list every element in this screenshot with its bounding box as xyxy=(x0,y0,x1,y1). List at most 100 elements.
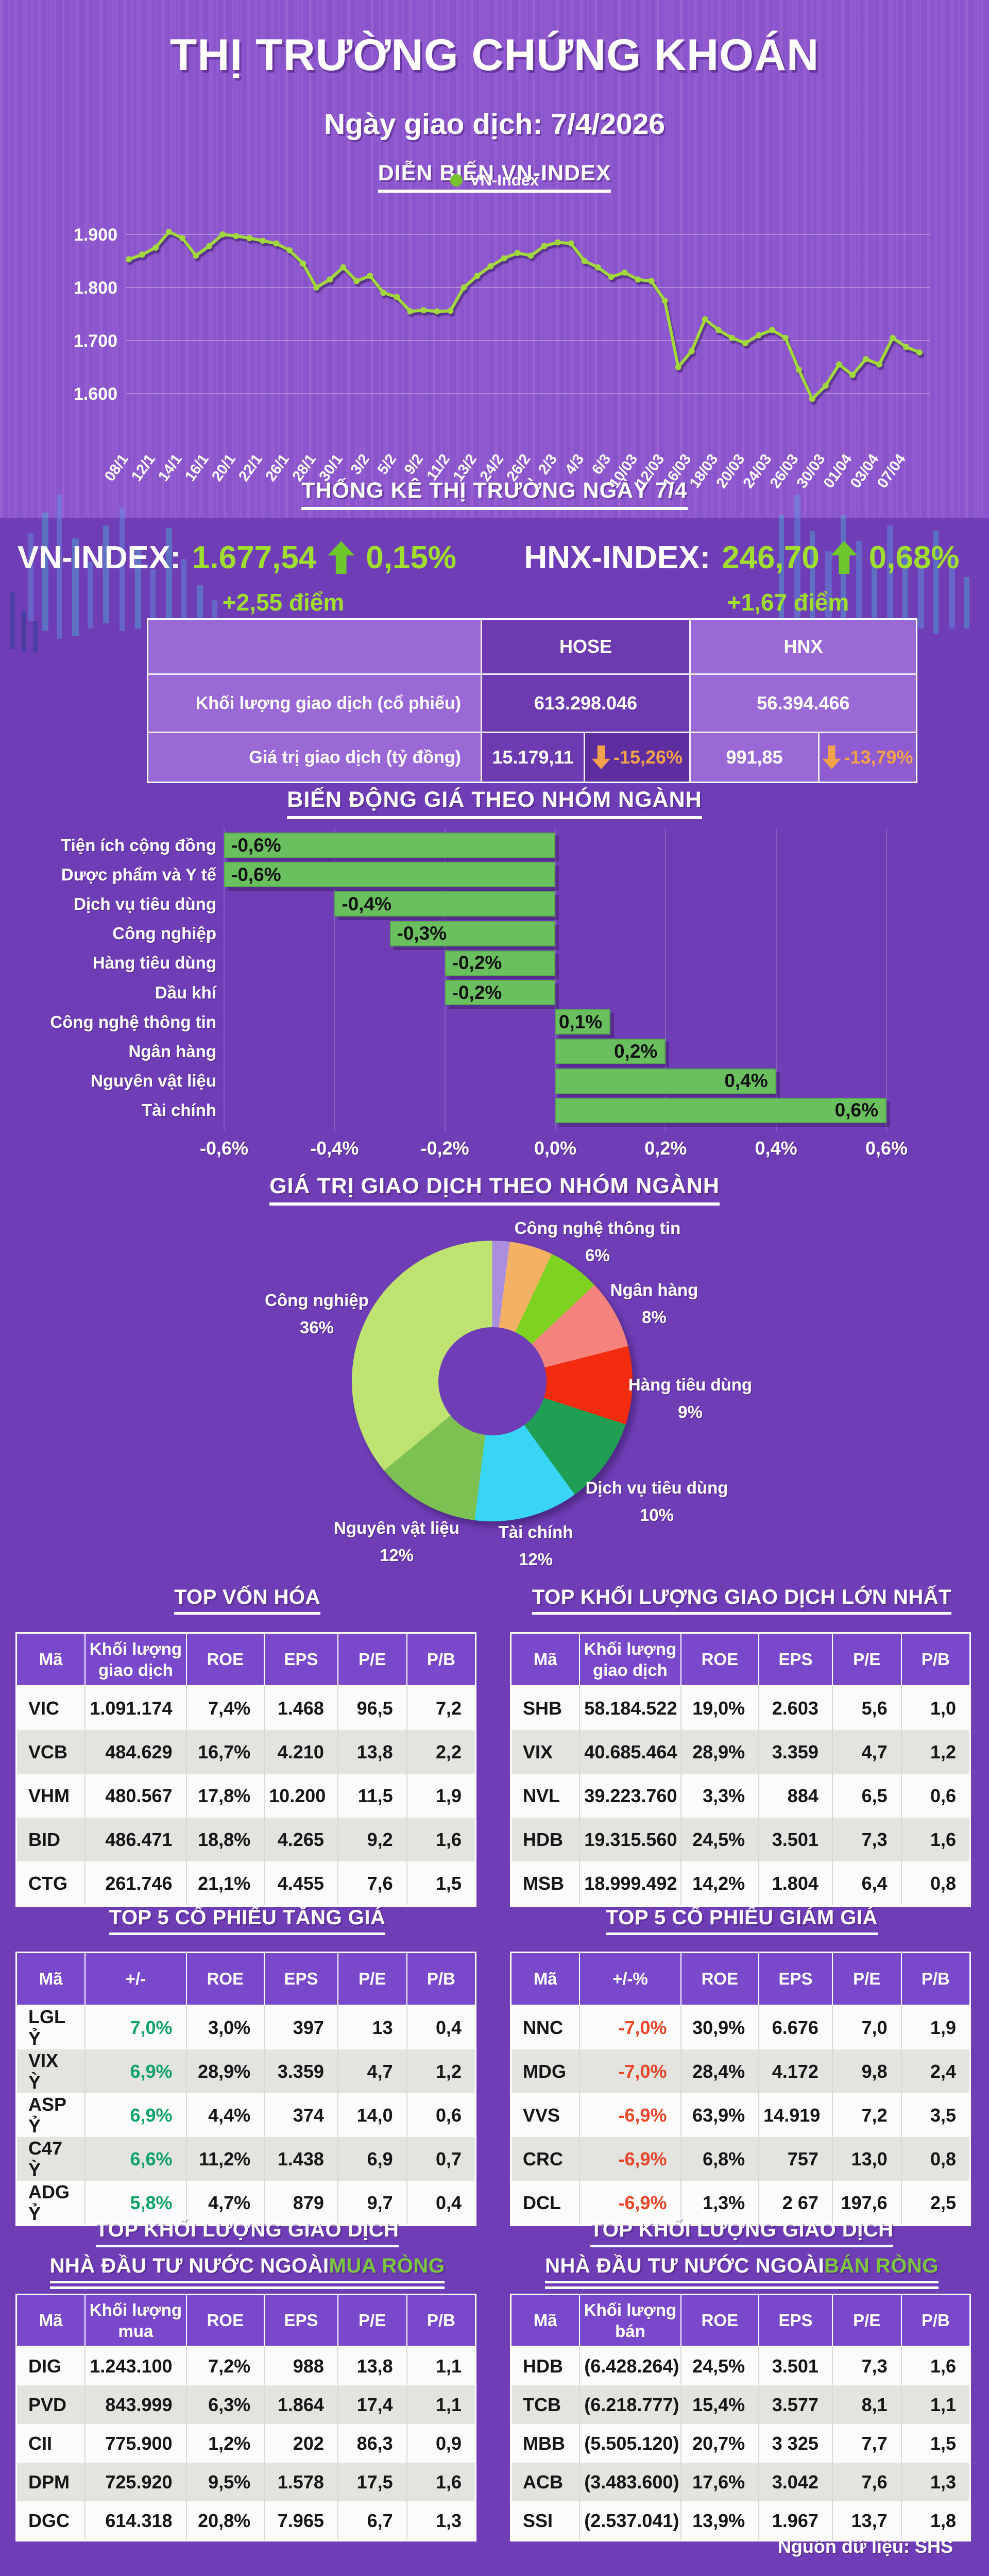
title-top-klgd: TOP KHỐI LƯỢNG GIAO DỊCH LỚN NHẤT xyxy=(510,1586,974,1615)
data-point xyxy=(889,334,896,341)
table-tang-gia: Mã +/- ROE EPS P/E P/B LGL Ỷ 7,0% 3,0% 397 13 0,4 VI… xyxy=(15,1952,476,2226)
vnindex-label: VN-INDEX: xyxy=(17,539,181,575)
legend-dot-icon xyxy=(450,174,463,187)
bar-value-label: 0,2% xyxy=(613,1040,658,1062)
donut-label-cntt: Công nghệ thông tin 6% xyxy=(514,1218,681,1265)
table-row: DGC 614.318 20,8% 7.965 6,7 1,3 xyxy=(16,2501,476,2541)
ticker-cell: HDB xyxy=(510,2346,581,2385)
vnindex-pct: 0,15% xyxy=(366,539,457,575)
value-cell: 18.999.492 xyxy=(579,1861,681,1906)
up-arrow-icon xyxy=(328,541,355,574)
table-row: MSB 18.999.492 14,2% 1.804 6,4 0,8 xyxy=(510,1861,971,1906)
value-cell: 988 xyxy=(264,2346,338,2385)
bar: 0,4% xyxy=(555,1068,776,1094)
value-cell: 3.501 xyxy=(759,2346,833,2385)
value-cell: 2 67 xyxy=(759,2181,833,2226)
data-point xyxy=(380,290,387,296)
table-row: ACB (3.483.600) 17,6% 3.042 7,6 1,3 xyxy=(510,2463,971,2501)
donut-label-congnghiep: Công nghiệp 36% xyxy=(265,1291,369,1337)
bar-gridline xyxy=(775,828,777,1131)
candle-bar xyxy=(22,611,26,652)
column-header: Mã xyxy=(15,1632,86,1686)
trading-date: Ngày giao dịch: 7/4/2026 xyxy=(323,108,666,141)
value-cell: 4,7 xyxy=(832,1730,902,1774)
title-giam-gia: TOP 5 CỔ PHIẾU GIẢM GIÁ xyxy=(510,1906,974,1935)
value-cell: 9,7 xyxy=(337,2181,407,2226)
table-row: VIC 1.091.174 7,4% 1.468 96,5 7,2 xyxy=(16,1686,476,1730)
data-point xyxy=(166,228,173,235)
value-cell: 0,7 xyxy=(406,2137,476,2181)
value-cell: 6,5 xyxy=(832,1774,902,1818)
value-cell: 9,5% xyxy=(186,2463,265,2501)
value-cell: 1,6 xyxy=(901,2346,971,2385)
candle-bar xyxy=(794,495,800,629)
value-cell: 1.438 xyxy=(264,2137,338,2181)
data-point xyxy=(702,316,708,323)
col-header-hose: HOSE xyxy=(482,620,689,673)
value-hnx-cell: 991,85 -13,79% xyxy=(691,733,916,782)
vnindex-line xyxy=(126,228,923,402)
value-cell: 7,2 xyxy=(406,1686,476,1730)
data-point xyxy=(514,250,521,257)
donut-label-hangtieudung: Hàng tiêu dùng 9% xyxy=(628,1375,753,1421)
y-axis-tick: 1.800 xyxy=(74,278,117,298)
value-cell: 7,0 xyxy=(832,2005,902,2049)
ticker-cell: DGC xyxy=(16,2501,86,2541)
value-cell: 2.603 xyxy=(759,1686,833,1730)
x-axis-tick: 4/3 xyxy=(562,451,587,478)
table-row: C47 Ỳ 6,6% 11,2% 1.438 6,9 0,7 xyxy=(16,2137,476,2181)
table-row: DCL -6,9% 1,3% 2 67 197,6 2,5 xyxy=(510,2181,971,2226)
candle-bar xyxy=(135,546,141,629)
candle-bar xyxy=(33,621,38,652)
bar: -0,6% xyxy=(224,862,555,888)
column-header: P/E xyxy=(337,2294,407,2347)
value-cell: 2,2 xyxy=(406,1730,476,1774)
candle-bar xyxy=(825,551,832,629)
value-cell: 2,5 xyxy=(901,2181,971,2226)
candle-bar xyxy=(933,531,939,634)
ticker-cell: SSI xyxy=(510,2501,581,2541)
hnxindex-summary: HNX-INDEX: 246,70 0,68% xyxy=(520,537,963,578)
value-cell: 1,3% xyxy=(680,2181,760,2226)
bar-category-label: Công nghiệp xyxy=(112,924,216,943)
value-cell: 4,7 xyxy=(337,2049,407,2093)
bar-value-label: 0,6% xyxy=(834,1099,878,1121)
candle-bar xyxy=(841,515,846,634)
bar-x-tick: 0,4% xyxy=(755,1138,797,1159)
section-title-vnindex: DIỄN BIẾN VN-INDEX xyxy=(0,161,989,193)
table-top-klgd: Mã Khối lượng giao dịch ROE EPS P/E P/B SHB 58.… xyxy=(510,1632,971,1907)
candle-bar xyxy=(166,528,172,629)
value-cell: 484.629 xyxy=(85,1730,187,1774)
y-axis-tick: 1.600 xyxy=(74,384,117,404)
title-mua-rong-line1: TOP KHỐI LƯỢNG GIAO DỊCH xyxy=(15,2218,479,2247)
value-cell: 197,6 xyxy=(832,2181,902,2226)
value-cell: 1,6 xyxy=(406,1818,476,1861)
candle-bar xyxy=(88,562,93,629)
bar-x-tick: -0,6% xyxy=(199,1138,249,1159)
value-cell: 7,3 xyxy=(832,1818,902,1861)
value-cell: 0,6 xyxy=(901,1774,971,1818)
value-cell: 5,8% xyxy=(85,2181,187,2226)
up-arrow-icon xyxy=(830,541,858,574)
sector-value-donut-chart xyxy=(352,1241,633,1521)
bar: -0,4% xyxy=(334,891,555,917)
data-point xyxy=(474,273,481,279)
value-cell: 4,4% xyxy=(186,2093,265,2137)
bar: -0,2% xyxy=(445,950,555,976)
hnxindex-pct: 0,68% xyxy=(868,539,960,575)
value-cell: 1,9 xyxy=(901,2005,971,2049)
value-cell: 1,1 xyxy=(406,2385,476,2424)
candle-bar xyxy=(120,507,125,631)
column-header: EPS xyxy=(758,2294,833,2347)
data-point xyxy=(648,278,655,284)
section-title-sector-value: GIÁ TRỊ GIAO DỊCH THEO NHÓM NGÀNH xyxy=(0,1174,989,1206)
value-cell: 14,2% xyxy=(680,1861,760,1906)
column-header: EPS xyxy=(264,1632,338,1686)
title-tang-gia: TOP 5 CỔ PHIẾU TĂNG GIÁ xyxy=(15,1906,479,1935)
column-header: ROE xyxy=(680,1632,760,1686)
table-row: DPM 725.920 9,5% 1.578 17,5 1,6 xyxy=(16,2463,476,2501)
vnindex-diff: +2,55 điểm xyxy=(222,589,345,616)
value-cell: -7,0% xyxy=(579,2005,681,2049)
value-cell: 6,9% xyxy=(85,2049,187,2093)
candle-bar xyxy=(949,556,955,629)
